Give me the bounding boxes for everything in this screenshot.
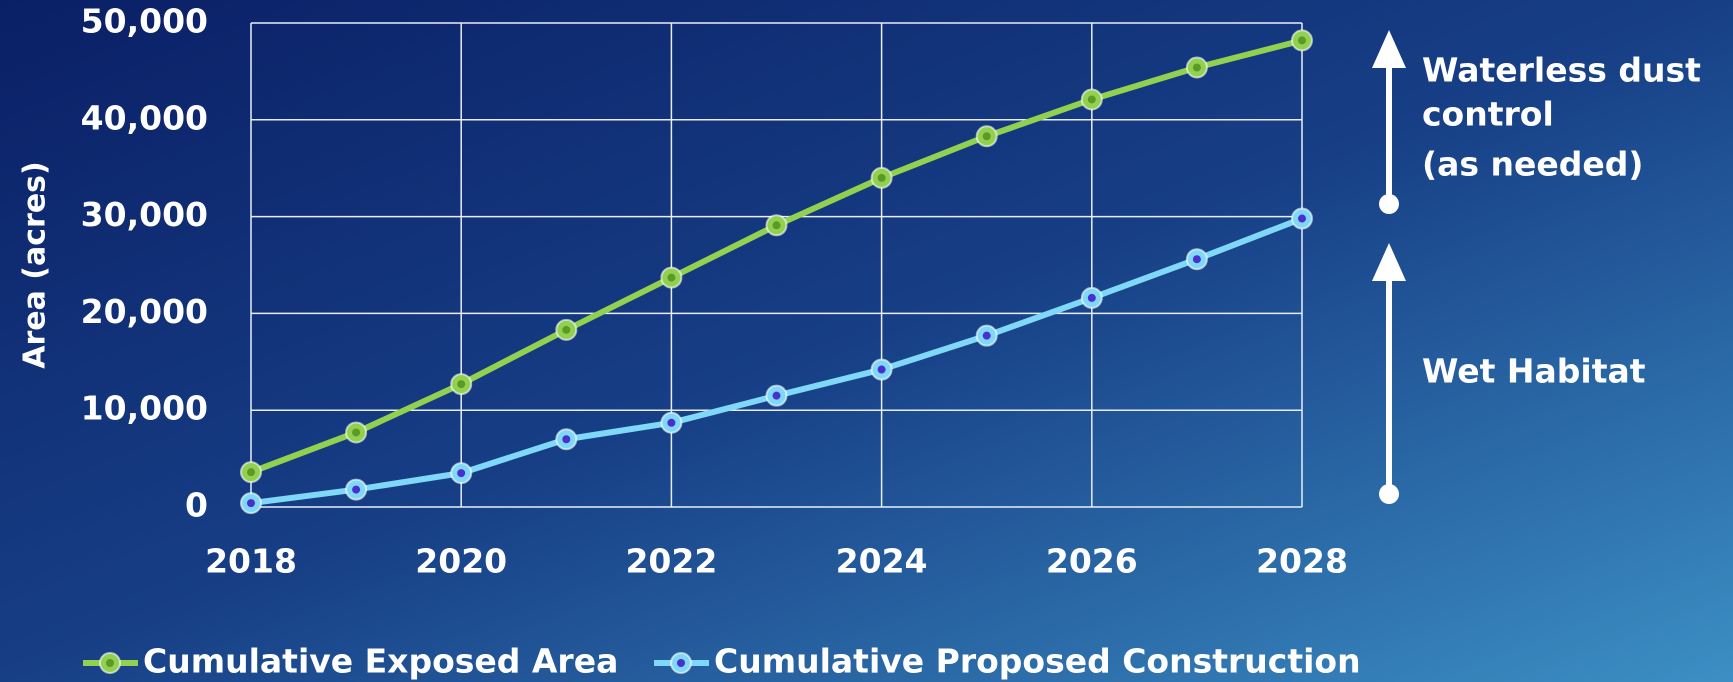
marker	[1080, 286, 1103, 309]
marker	[660, 411, 683, 434]
marker	[345, 478, 368, 501]
y-tick-label: 50,000	[81, 2, 208, 41]
marker	[240, 492, 262, 515]
marker	[345, 421, 368, 444]
marker	[1185, 248, 1208, 271]
marker	[975, 125, 998, 148]
marker	[555, 318, 578, 341]
marker	[240, 461, 262, 484]
x-tick-label: 2026	[1046, 542, 1138, 581]
annotation: control	[1422, 95, 1554, 134]
marker	[870, 358, 893, 381]
x-tick-label: 2020	[415, 542, 507, 581]
legend-label: Cumulative Proposed Construction	[714, 642, 1361, 681]
x-tick-label: 2024	[836, 542, 928, 581]
marker	[1185, 56, 1208, 79]
marker	[450, 462, 473, 485]
marker	[660, 266, 683, 289]
marker	[765, 384, 788, 407]
x-tick-label: 2022	[625, 542, 717, 581]
annotation: Waterless dust	[1422, 51, 1701, 90]
arrows	[1372, 30, 1406, 504]
y-axis-label: Area (acres)	[18, 161, 53, 369]
marker	[555, 428, 578, 451]
marker	[99, 652, 121, 674]
y-tick-label: 0	[185, 486, 208, 525]
marker	[1291, 207, 1313, 230]
x-tick-label: 2018	[205, 542, 297, 581]
legend-label: Cumulative Exposed Area	[143, 642, 618, 681]
annotation: (as needed)	[1422, 145, 1643, 184]
marker	[765, 214, 788, 237]
marker	[975, 324, 998, 347]
marker	[1080, 88, 1103, 111]
y-tick-label: 20,000	[81, 292, 208, 331]
y-tick-label: 30,000	[81, 195, 208, 234]
y-tick-label: 40,000	[81, 98, 208, 137]
x-tick-label: 2028	[1256, 542, 1348, 581]
marker	[1291, 29, 1313, 52]
marker	[450, 373, 473, 396]
annotation: Wet Habitat	[1422, 352, 1646, 391]
y-tick-label: 10,000	[81, 389, 208, 428]
marker	[870, 166, 893, 189]
marker	[670, 652, 692, 674]
